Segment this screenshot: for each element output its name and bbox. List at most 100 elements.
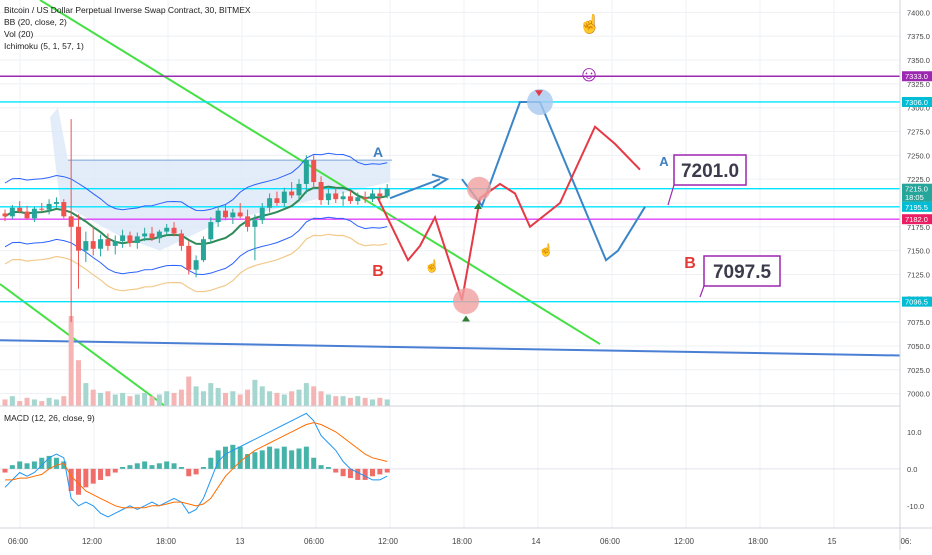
scenario-path-a-main [461,100,646,262]
volume-bar [377,397,383,406]
target-callout-box [673,154,747,186]
macd-histogram-bar [223,446,228,469]
macd-histogram-bar [90,468,96,484]
volume-bar [17,401,23,406]
volume-bar [39,401,45,406]
macd-histogram-bar [83,468,89,488]
time-tick-label: 18:00 [748,537,769,546]
price-badge [902,191,932,202]
candle-body [311,160,317,183]
macd-histogram-bar [237,446,243,469]
candle-body [208,222,214,240]
price-tick-label: 7050.0 [907,342,930,351]
volume-bar [24,397,30,406]
candle-body [120,235,126,242]
volume-bar [120,392,126,406]
ichimoku-legend[interactable]: Ichimoku (5, 1, 57, 1) [4,41,84,51]
volume-bar [340,396,346,406]
volume-bar [46,397,52,406]
macd-histogram-bar [340,468,346,477]
volume-bar [98,392,104,406]
macd-histogram-bar [370,468,375,477]
candle-body [53,202,59,204]
candle-body [98,239,104,249]
macd-histogram-bar [24,463,30,469]
price-tick-label: 7325.0 [907,80,930,89]
top-target-circle [527,88,553,115]
target-callout-pointer [699,285,705,298]
candle-body [237,212,243,217]
vol-legend[interactable]: Vol (20) [4,29,34,39]
candle-body [171,227,177,234]
volume-bar [384,399,390,406]
candle-body [112,241,118,246]
candle-body [127,235,133,244]
time-tick-label: 15 [828,537,837,546]
volume-bar [31,399,37,406]
macd-histogram-bar [325,467,331,469]
candle-body [370,193,375,200]
scenario-label: B [372,263,384,280]
bb-legend[interactable]: BB (20, close, 2) [4,17,67,27]
macd-histogram-bar [31,461,37,469]
symbol-legend[interactable]: Bitcoin / US Dollar Perpetual Inverse Sw… [4,5,251,15]
volume-bar [61,396,67,406]
macd-histogram-bar [274,448,280,469]
candle-body [245,216,251,227]
macd-histogram-bar [105,468,111,477]
volume-bar [281,394,287,406]
candle-body [149,233,155,239]
macd-histogram-bar [68,468,74,492]
time-tick-label: 14 [532,537,541,546]
price-badge [902,96,932,107]
scenario-label: B [684,255,696,272]
time-tick-label: 06:00 [8,537,29,546]
volume-bar [370,399,375,406]
macd-histogram-bar [76,468,81,495]
macd-histogram-bar [377,468,383,475]
price-tick-label: 7025.0 [907,366,930,375]
macd-histogram-bar [178,467,184,469]
price-tick-label: 7075.0 [907,318,930,327]
volume-bar [200,391,206,406]
candle-body [186,245,192,270]
volume-bar [178,389,184,406]
macd-histogram-bar [311,457,317,469]
candle-body [156,231,162,239]
hand-pointer-icon: ☝ [425,258,440,273]
macd-signal-line [5,422,388,509]
candle-body [83,241,89,251]
candle-body [200,239,206,261]
volume-bar [2,399,8,406]
macd-legend[interactable]: MACD (12, 26, close, 9) [4,413,95,423]
price-badge [902,296,932,307]
candle-body [68,216,74,227]
macd-histogram-bar [362,468,368,480]
candle-body [46,203,52,210]
volume-bar [362,397,368,406]
volume-bar [355,396,361,406]
time-tick-label: 12:00 [674,537,695,546]
price-tick-label: 7400.0 [907,8,930,17]
pointing-hand-icon: ☝ [579,13,601,35]
trendline-descending-upper [39,0,601,345]
time-tick-label: 06:00 [600,537,621,546]
bb-upper-band [4,152,388,212]
volume-bar [127,396,133,406]
candle-body [347,196,353,202]
low-target-circle [453,288,479,315]
macd-histogram-bar [171,463,177,469]
candle-body [193,260,199,270]
candle-body [24,211,30,219]
candle-body [164,227,170,232]
ichimoku-lagging-line [4,233,388,293]
candle-body [230,212,236,218]
candle-body [105,239,111,246]
down-arrow-marker [535,90,543,97]
macd-histogram-bar [127,465,133,469]
macd-histogram-bar [164,461,170,469]
macd-histogram-bar [200,467,206,469]
candle-body [9,207,15,217]
